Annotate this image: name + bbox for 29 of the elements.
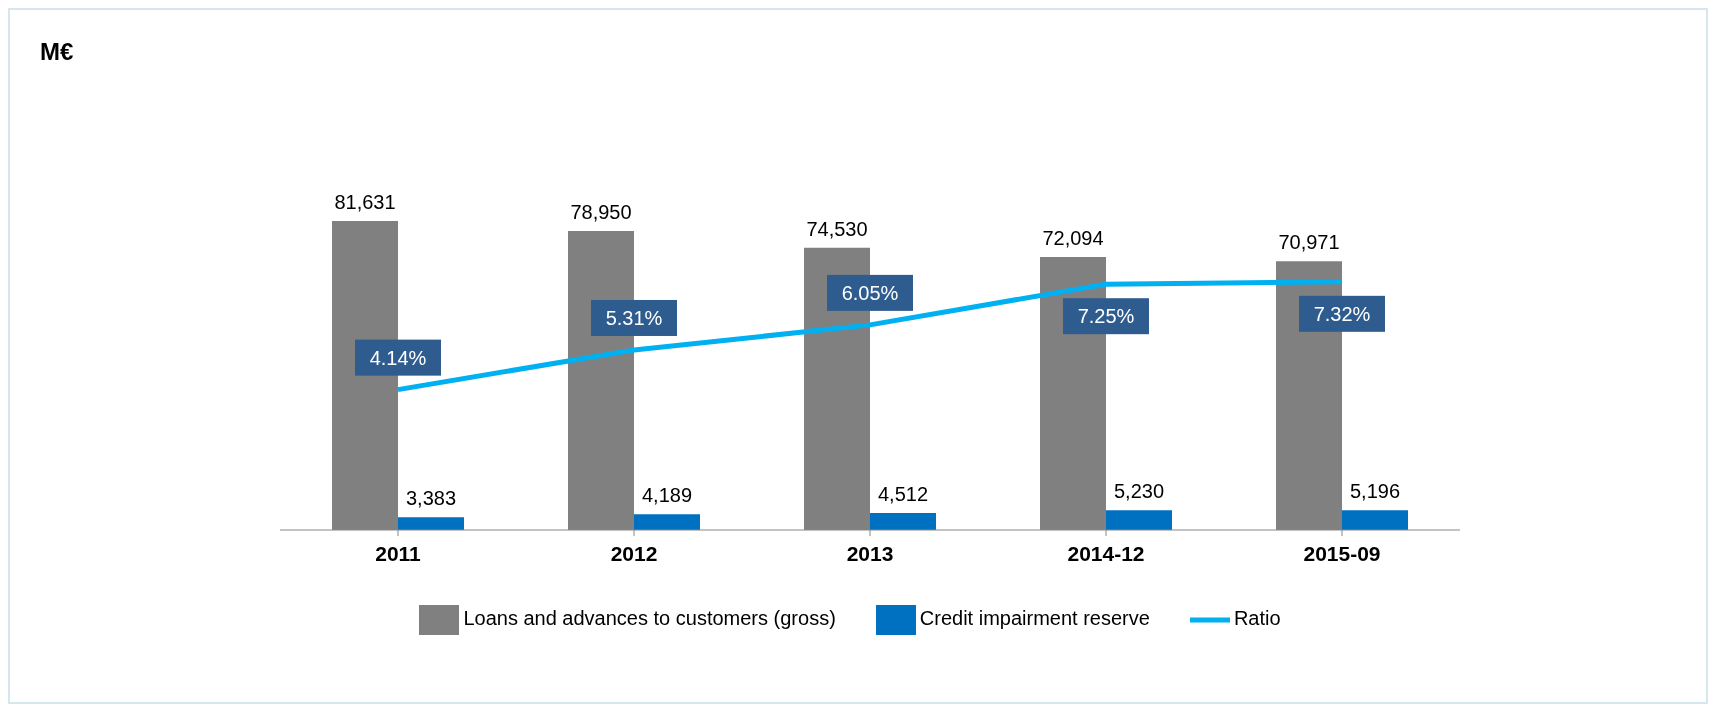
data-label: 3,383 bbox=[405, 487, 457, 510]
x-tick-label: 2015-09 bbox=[1303, 541, 1381, 565]
text: M€ bbox=[40, 38, 74, 66]
x-tick-label: 2012 bbox=[610, 541, 658, 565]
data-label: 4.14% bbox=[369, 346, 427, 369]
bar bbox=[398, 517, 464, 530]
data-label: 4,512 bbox=[877, 482, 929, 505]
x-tick-label: 2014-12 bbox=[1067, 541, 1145, 565]
data-label: 4,189 bbox=[641, 484, 693, 507]
data-label: 81,631 bbox=[334, 190, 396, 213]
data-label: 5.31% bbox=[605, 306, 663, 329]
data-label: 78,950 bbox=[570, 201, 632, 224]
data-label: 70,971 bbox=[1278, 231, 1340, 254]
x-tick-label: 2011 bbox=[375, 541, 422, 565]
x-tick-label: 2013 bbox=[846, 541, 894, 565]
data-label: 6.05% bbox=[841, 281, 899, 304]
legend-label: Ratio bbox=[1233, 607, 1281, 630]
data-label: 7.25% bbox=[1077, 305, 1135, 328]
data-label: 7.32% bbox=[1313, 302, 1371, 325]
data-label: 72,094 bbox=[1042, 227, 1104, 250]
data-label: 74,530 bbox=[806, 217, 868, 240]
bar bbox=[870, 512, 936, 530]
data-label: 5,230 bbox=[1113, 480, 1165, 503]
bar bbox=[1106, 510, 1172, 530]
legend-label: Credit impairment reserve bbox=[919, 607, 1150, 630]
bar bbox=[1342, 510, 1408, 530]
data-label: 5,196 bbox=[1349, 480, 1401, 503]
bar bbox=[634, 514, 700, 530]
legend-label: Loans and advances to customers (gross) bbox=[463, 607, 836, 630]
